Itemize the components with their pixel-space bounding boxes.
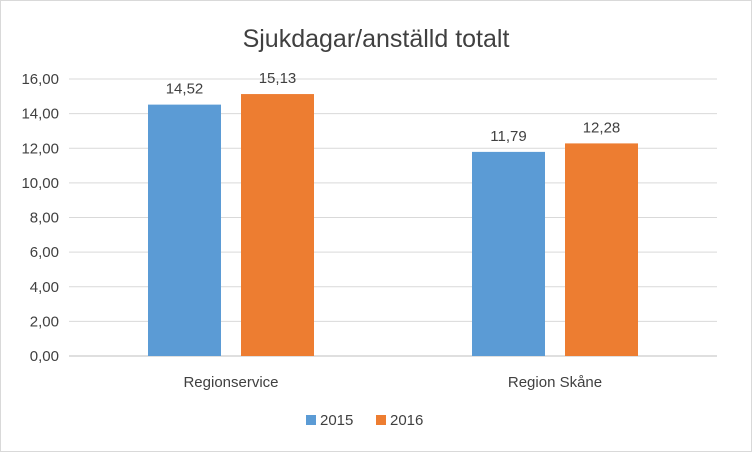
- legend-label: 2016: [390, 412, 423, 429]
- y-tick-label: 16,00: [21, 71, 59, 88]
- y-tick-label: 10,00: [21, 175, 59, 192]
- data-labels: 14,52 15,13 11,79 12,28: [166, 70, 621, 145]
- bars: [148, 94, 638, 356]
- y-tick-label: 2,00: [30, 313, 59, 330]
- bar-2016-0: [241, 94, 314, 356]
- y-tick-label: 4,00: [30, 279, 59, 296]
- data-label: 12,28: [583, 119, 621, 136]
- legend-swatch: [376, 415, 386, 425]
- y-axis-ticks: 0,00 2,00 4,00 6,00 8,00 10,00 12,00 14,00 16,00: [21, 71, 59, 365]
- x-axis-categories: Regionservice Region Skåne: [183, 374, 602, 391]
- legend-label: 2015: [320, 412, 353, 429]
- bar-2015-1: [472, 151, 545, 356]
- bar-2016-1: [565, 143, 638, 356]
- y-tick-label: 6,00: [30, 244, 59, 261]
- data-label: 14,52: [166, 81, 204, 98]
- y-tick-label: 8,00: [30, 210, 59, 227]
- legend-swatch: [306, 415, 316, 425]
- y-tick-label: 0,00: [30, 348, 59, 365]
- category-label: Region Skåne: [508, 374, 602, 391]
- data-label: 11,79: [490, 128, 526, 145]
- category-label: Regionservice: [183, 374, 278, 391]
- legend: 2015 2016: [306, 412, 423, 429]
- y-tick-label: 14,00: [21, 106, 59, 123]
- bar-2015-0: [148, 104, 221, 356]
- y-tick-label: 12,00: [21, 140, 59, 157]
- chart-title: Sjukdagar/anställd totalt: [243, 25, 510, 53]
- data-label: 15,13: [259, 70, 297, 87]
